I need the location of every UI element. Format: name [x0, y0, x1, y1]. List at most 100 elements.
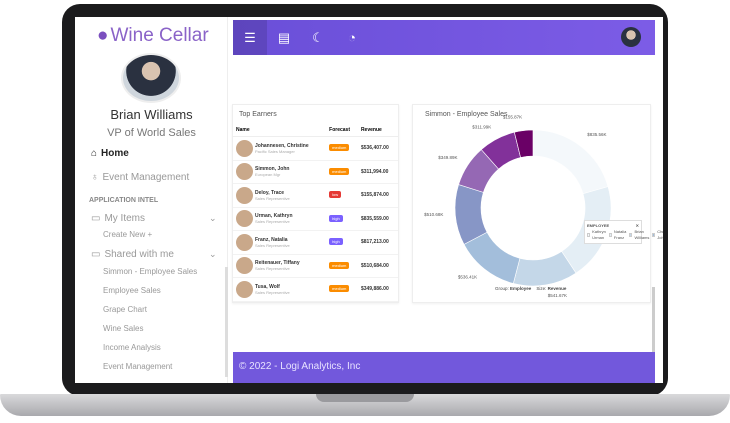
screen: ● Wine Cellar Brian Williams VP of World …	[75, 17, 663, 383]
donut-slice[interactable]	[532, 129, 609, 195]
revenue-value: $349,886.00	[357, 277, 398, 302]
close-icon[interactable]: ✕	[635, 223, 639, 228]
chart-search-icon[interactable]: ◔	[348, 30, 356, 45]
sidebar-item-shared[interactable]: ▭ Shared with me	[91, 249, 174, 260]
column-header: Name	[233, 124, 327, 137]
card-title: Top Earners	[239, 111, 277, 118]
user-avatar-menu[interactable]	[621, 27, 641, 47]
avatar	[121, 53, 181, 103]
employee-name: Franz, Natalia	[255, 236, 288, 243]
top-earners-card: Top Earners Name Forecast Revenue Johann…	[232, 104, 399, 303]
main-scrollbar[interactable]	[652, 287, 655, 352]
employee-name: Johannesen, Christine	[255, 142, 309, 149]
revenue-value: $536,407.00	[357, 136, 398, 161]
table-row[interactable]: Tusa, Wolf Sales Representive medium $349…	[233, 277, 398, 302]
user-role: VP of World Sales	[107, 127, 196, 139]
employee-name: Deloy, Trace	[255, 189, 285, 196]
sidebar-item-event-management[interactable]: ♁ Event Management	[91, 172, 190, 183]
grapes-icon: ●	[97, 25, 109, 46]
home-icon: ⌂	[91, 148, 98, 159]
legend-item[interactable]: Christine Johannes...	[652, 229, 663, 241]
employee-name: Simmon, John	[255, 166, 290, 173]
donut-chart: $835.56K $541.67K $536.41K $510.68K $349.89K…	[424, 115, 612, 298]
section-label: APPLICATION INTEL	[89, 197, 159, 204]
legend-title: EMPLOYEE	[587, 223, 610, 228]
forecast-badge: high	[329, 238, 343, 246]
employee-title: Sales Representive	[255, 219, 290, 225]
table-row[interactable]: Reitenauer, Tiffany Sales Representive me…	[233, 254, 398, 278]
chart-title: Simmon - Employee Sales	[425, 111, 508, 118]
slice-label: $541.67K	[548, 293, 567, 298]
forecast-badge: medium	[329, 144, 350, 152]
sidebar-scrollbar[interactable]	[225, 267, 228, 377]
chart-legend: EMPLOYEE ✕ Kathryn Urman Natalia Franz Bria…	[584, 220, 663, 244]
table-row[interactable]: Franz, Natalia Sales Representive high $8…	[233, 230, 398, 255]
revenue-value: $817,213.00	[357, 230, 398, 255]
sidebar-item-home[interactable]: ⌂ Home	[91, 148, 129, 159]
shared-item[interactable]: Employee Sales	[103, 286, 161, 295]
employee-name: Reitenauer, Tiffany	[255, 260, 300, 267]
top-earners-table: Name Forecast Revenue Johannesen, Christ…	[233, 124, 398, 302]
folder-icon: ▭	[91, 213, 101, 224]
legend-swatch	[652, 233, 656, 237]
shared-item[interactable]: Grape Chart	[103, 305, 148, 314]
top-bar: ☰ ▤ ☾ ◔	[233, 20, 655, 55]
revenue-value: $510,684.00	[357, 254, 398, 278]
employee-photo	[236, 210, 253, 228]
employee-photo	[236, 257, 253, 275]
legend-item[interactable]: Kathryn Urman	[587, 229, 607, 241]
employee-title: Sales Representive	[255, 242, 290, 248]
employee-photo	[236, 233, 253, 251]
forecast-badge: medium	[329, 261, 350, 269]
table-row[interactable]: Urman, Kathryn Sales Representive high $8…	[233, 207, 398, 231]
user-name: Brian Williams	[110, 107, 193, 122]
chart-footer: Group: Employee Size: Revenue	[495, 286, 567, 291]
table-row[interactable]: Deloy, Trace Sales Representive low $155,…	[233, 183, 398, 208]
slice-label: $510.68K	[424, 212, 443, 217]
forecast-badge: medium	[329, 285, 350, 293]
forecast-badge: medium	[329, 167, 350, 175]
slice-label: $536.41K	[458, 275, 477, 280]
legend-swatch	[629, 233, 633, 237]
create-new-button[interactable]: Create New +	[103, 230, 153, 239]
employee-title: European Mgr	[255, 172, 281, 178]
shared-item[interactable]: Simmon - Employee Sales	[103, 267, 198, 276]
moon-icon[interactable]: ☾	[312, 29, 324, 45]
shared-item[interactable]: Income Analysis	[103, 343, 161, 352]
laptop-base	[0, 394, 730, 416]
column-header: Forecast	[326, 124, 358, 137]
slice-label: $835.56K	[587, 132, 606, 137]
legend-swatch	[587, 233, 591, 237]
employee-title: Sales Representive	[255, 289, 290, 295]
employee-photo	[236, 139, 253, 157]
forecast-badge: low	[329, 191, 342, 199]
slice-label: $155.87K	[503, 115, 522, 120]
employee-photo	[236, 163, 253, 181]
revenue-value: $311,994.00	[357, 160, 398, 184]
table-row[interactable]: Simmon, John European Mgr medium $311,994…	[233, 160, 398, 184]
donut-slice[interactable]	[513, 129, 534, 158]
employee-name: Tusa, Wolf	[255, 283, 280, 290]
legend-item[interactable]: Brian Williams	[629, 229, 650, 241]
legend-item[interactable]: Natalia Franz	[608, 229, 627, 241]
employee-title: Pacific Sales Manager	[255, 148, 295, 154]
legend-swatch	[608, 233, 612, 237]
shared-item[interactable]: Wine Sales	[103, 324, 144, 333]
chat-icon[interactable]: ▤	[277, 29, 291, 45]
laptop-notch	[316, 394, 414, 402]
sidebar-item-my-items[interactable]: ▭ My Items	[91, 213, 146, 224]
slice-label: $349.89K	[438, 155, 457, 160]
forecast-badge: high	[329, 214, 343, 222]
employee-sales-card: Simmon - Employee Sales $835.56K $541.67K…	[412, 104, 663, 303]
shared-item[interactable]: Event Management	[103, 362, 173, 371]
app-logo[interactable]: ● Wine Cellar	[97, 25, 209, 46]
column-header: Revenue	[357, 124, 398, 137]
employee-title: Sales Representive	[255, 195, 290, 201]
slice-label: $311.99K	[472, 124, 491, 129]
chevron-down-icon[interactable]: ⌄	[209, 213, 217, 223]
menu-icon[interactable]: ☰	[233, 20, 267, 55]
employee-photo	[236, 186, 253, 204]
table-row[interactable]: Johannesen, Christine Pacific Sales Manag…	[233, 136, 398, 161]
chevron-down-icon[interactable]: ⌄	[209, 249, 217, 259]
shared-folder-icon: ▭	[91, 249, 101, 260]
